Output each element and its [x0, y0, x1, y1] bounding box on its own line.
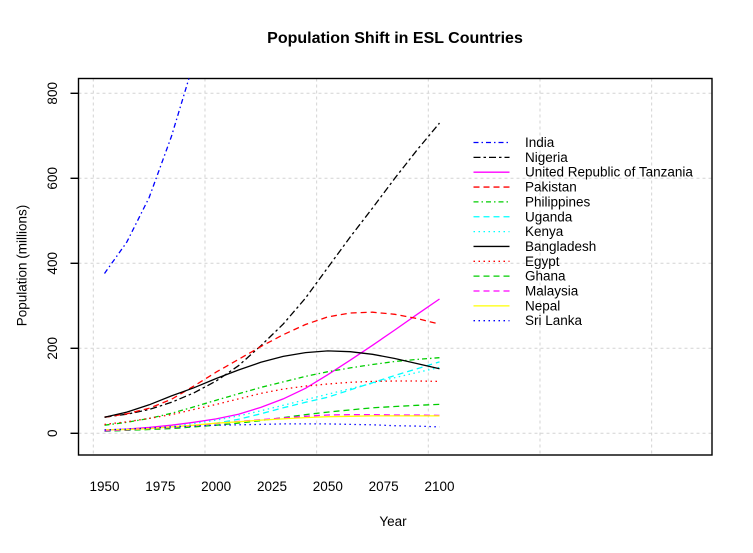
x-tick-label: 2025 [257, 479, 287, 494]
x-axis-label: Year [379, 514, 407, 529]
x-tick-label: 1975 [145, 479, 175, 494]
y-axis-label: Population (millions) [14, 204, 30, 327]
legend-label: Uganda [525, 209, 573, 224]
y-tick-label: 600 [45, 167, 60, 190]
legend-label: Malaysia [525, 284, 579, 299]
series-united-republic-of-tanzania [104, 298, 440, 431]
series-ghana [104, 403, 440, 432]
legend-label: Pakistan [525, 180, 577, 195]
legend-label: Egypt [525, 254, 560, 269]
legend-label: United Republic of Tanzania [525, 165, 693, 180]
series-uganda [104, 361, 440, 432]
legend-label: Nigeria [525, 150, 568, 165]
series-egypt [104, 380, 440, 426]
legend-label: Bangladesh [525, 239, 596, 254]
x-tick-label: 2000 [201, 479, 231, 494]
gridlines [78, 78, 712, 455]
y-axis: 0 200 400 600 800 [45, 82, 79, 437]
legend-label: Ghana [525, 269, 566, 284]
x-tick-label: 2100 [424, 479, 454, 494]
series-lines [103, 78, 440, 432]
x-axis: 1950 1975 2000 2025 2050 2075 2100 [89, 479, 454, 494]
series-sri-lanka [104, 423, 440, 431]
x-tick-label: 2075 [369, 479, 399, 494]
y-tick-label: 400 [45, 252, 60, 275]
x-tick-label: 2050 [313, 479, 343, 494]
legend-label: Nepal [525, 298, 560, 313]
series-nigeria [104, 122, 440, 418]
chart-title: Population Shift in ESL Countries [267, 30, 523, 47]
y-tick-label: 0 [45, 430, 60, 438]
legend-label: Sri Lanka [525, 313, 583, 328]
legend-label: Philippines [525, 194, 591, 209]
plot-box [77, 77, 713, 456]
y-tick-label: 800 [45, 82, 60, 105]
legend-label: Kenya [525, 224, 564, 239]
y-tick-label: 200 [45, 337, 60, 360]
series-pakistan [104, 311, 440, 418]
series-india [103, 78, 190, 274]
legend-label: India [525, 135, 555, 150]
x-tick-label: 1950 [89, 479, 119, 494]
series-bangladesh [104, 350, 440, 418]
